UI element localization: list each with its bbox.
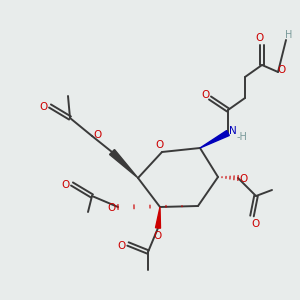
Text: O: O bbox=[240, 174, 248, 184]
Polygon shape bbox=[200, 130, 229, 148]
Polygon shape bbox=[155, 207, 160, 228]
Text: O: O bbox=[252, 219, 260, 229]
Polygon shape bbox=[110, 149, 138, 178]
Text: N: N bbox=[229, 126, 237, 136]
Text: O: O bbox=[118, 241, 126, 251]
Text: O: O bbox=[153, 231, 161, 241]
Text: O: O bbox=[108, 203, 116, 213]
Text: O: O bbox=[156, 140, 164, 150]
Text: O: O bbox=[62, 180, 70, 190]
Text: O: O bbox=[278, 65, 286, 75]
Text: O: O bbox=[93, 130, 101, 140]
Text: H: H bbox=[285, 30, 293, 40]
Text: -H: -H bbox=[237, 132, 248, 142]
Text: O: O bbox=[40, 102, 48, 112]
Text: O: O bbox=[201, 90, 209, 100]
Text: O: O bbox=[255, 33, 263, 43]
